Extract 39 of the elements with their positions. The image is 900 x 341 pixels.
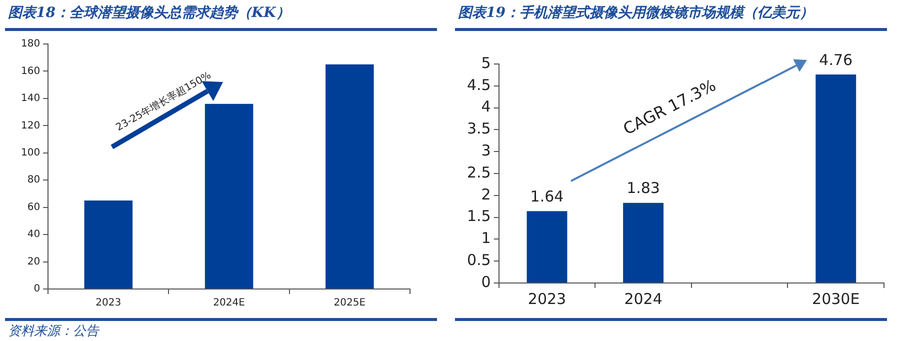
y-tick-label: 2 (481, 185, 491, 204)
y-tick-label: 4 (481, 98, 491, 116)
y-tick-label: 140 (20, 93, 40, 104)
y-tick-label: 1 (481, 229, 491, 248)
data-label: 1.64 (530, 188, 564, 206)
y-tick-label: 60 (27, 202, 40, 213)
data-label: 1.83 (626, 179, 660, 198)
x-tick-label: 2030E (812, 290, 860, 308)
y-tick-label: 120 (20, 120, 40, 132)
chart-title: 图表18：全球潜望摄像头总需求趋势（KK） (8, 4, 290, 22)
bar (84, 200, 133, 288)
y-tick-label: 1.5 (466, 207, 491, 226)
y-tick-label: 5 (481, 54, 491, 72)
y-tick-label: 100 (20, 147, 40, 158)
x-tick-label: 2023 (528, 290, 566, 308)
y-tick-label: 3 (481, 141, 491, 160)
y-tick-label: 180 (20, 38, 40, 50)
y-tick-label: 80 (27, 174, 40, 186)
y-tick-label: 160 (20, 66, 40, 77)
x-tick-label: 2024E (213, 298, 245, 309)
bar (526, 211, 568, 282)
bar (623, 202, 664, 282)
x-tick-label: 2023 (96, 298, 122, 309)
y-tick-label: 0 (34, 284, 40, 295)
data-label: 4.76 (819, 50, 853, 69)
y-tick-label: 3.5 (466, 120, 491, 138)
bar (816, 74, 856, 282)
bar (204, 104, 254, 288)
text: 资料来源：公告 (8, 323, 99, 340)
y-tick-label: 4.5 (466, 76, 491, 94)
x-tick-label: 2024 (624, 290, 662, 308)
y-tick-label: 0 (481, 272, 491, 291)
y-tick-label: 2.5 (466, 163, 491, 182)
y-tick-label: 40 (27, 229, 40, 240)
chart-title: 图表19：手机潜望式摄像头用微棱镜市场规模（亿美元） (458, 4, 814, 22)
bar (326, 64, 374, 288)
y-tick-label: 0.5 (466, 250, 491, 269)
x-tick-label: 2025E (334, 298, 366, 309)
y-tick-label: 20 (27, 256, 40, 268)
